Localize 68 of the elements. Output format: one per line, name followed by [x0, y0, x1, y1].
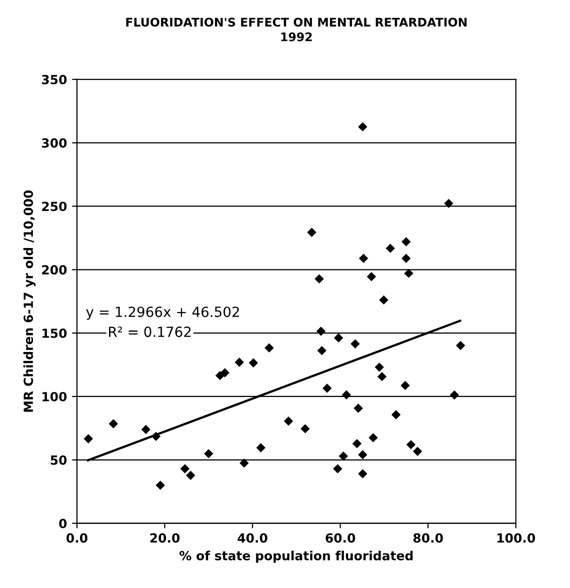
- y-axis-title: MR Children 6-17 yr old /10,000: [23, 190, 36, 412]
- y-tick-label: 50: [50, 455, 67, 465]
- point: [256, 443, 266, 452]
- point: [186, 470, 196, 480]
- point: [358, 122, 368, 132]
- point: [350, 339, 360, 348]
- point: [307, 228, 316, 237]
- point: [300, 424, 310, 434]
- point: [358, 254, 368, 263]
- point: [333, 464, 342, 474]
- point: [316, 326, 326, 336]
- chart-title: FLUORIDATION'S EFFECT ON MENTAL RETARDATION: [126, 18, 467, 27]
- annotation: R² = 0.1762: [109, 326, 191, 338]
- point: [377, 372, 387, 382]
- x-tick-label: 80.0: [413, 533, 443, 543]
- point: [456, 340, 466, 350]
- point: [334, 333, 344, 342]
- point: [374, 362, 384, 372]
- point: [84, 434, 93, 444]
- x-tick-label: 20.0: [150, 533, 180, 543]
- point: [450, 390, 460, 400]
- point: [406, 440, 416, 450]
- point: [248, 358, 258, 368]
- y-tick-label: 0: [59, 518, 67, 528]
- point: [141, 424, 150, 434]
- y-tick-label: 350: [42, 74, 67, 84]
- x-tick-label: 100.0: [497, 533, 536, 543]
- point: [338, 451, 348, 461]
- x-axis-title: % of state population fluoridated: [180, 550, 413, 563]
- point: [240, 458, 249, 468]
- annotation: y = 1.2966x + 46.502: [86, 306, 239, 320]
- point: [368, 433, 378, 442]
- x-tick-label: 60.0: [326, 533, 356, 543]
- point: [391, 410, 401, 420]
- point: [352, 439, 362, 448]
- point: [402, 237, 411, 246]
- x-tick-label: 40.0: [238, 533, 268, 543]
- point: [444, 198, 454, 208]
- chart-subtitle: 1992: [281, 32, 312, 42]
- point: [264, 343, 274, 353]
- point: [322, 384, 332, 393]
- point: [314, 274, 324, 284]
- point: [354, 404, 363, 413]
- point: [366, 272, 376, 282]
- point: [404, 268, 414, 278]
- point: [151, 432, 161, 442]
- point: [156, 480, 165, 490]
- point: [220, 368, 230, 378]
- point: [402, 254, 411, 263]
- x-tick-label: 0.0: [66, 533, 88, 543]
- y-tick-label: 150: [42, 328, 67, 338]
- point: [108, 419, 118, 428]
- point: [412, 446, 422, 456]
- y-tick-label: 100: [42, 392, 67, 402]
- y-tick-label: 250: [42, 202, 67, 212]
- point: [342, 390, 352, 400]
- point: [379, 295, 388, 305]
- point: [400, 380, 410, 390]
- point: [204, 449, 214, 458]
- point: [358, 450, 368, 460]
- point: [317, 346, 326, 356]
- point: [284, 416, 294, 426]
- y-tick-label: 300: [42, 138, 67, 148]
- y-tick-label: 200: [42, 265, 67, 275]
- point: [386, 244, 395, 253]
- point: [234, 358, 244, 367]
- point: [180, 464, 190, 474]
- point: [358, 469, 368, 478]
